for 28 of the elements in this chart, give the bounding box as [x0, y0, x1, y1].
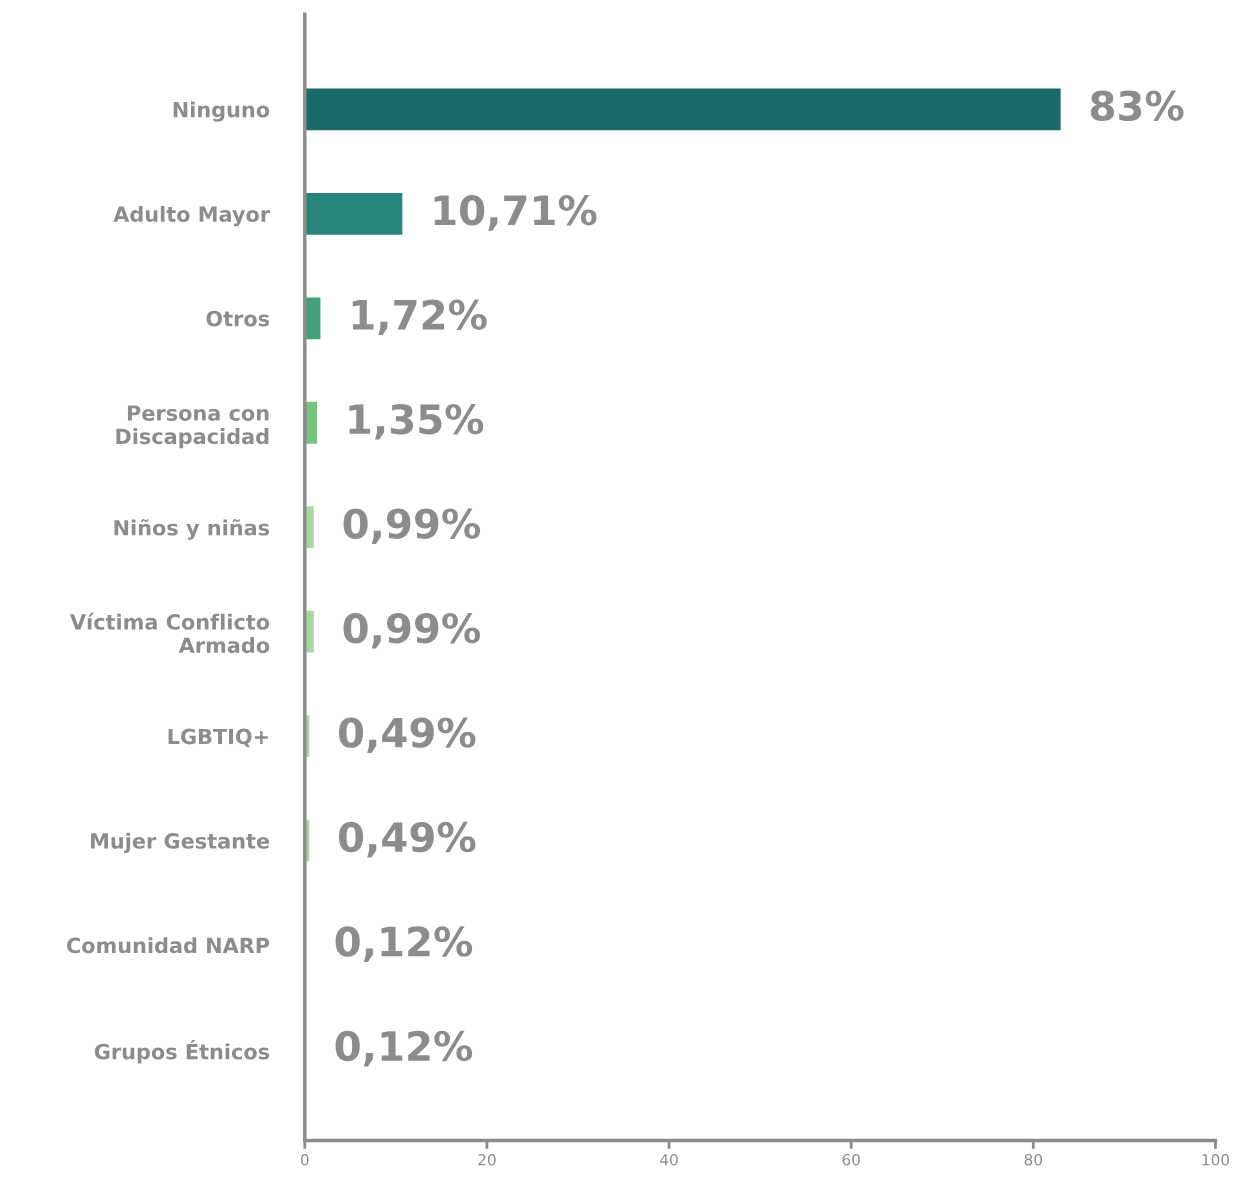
bar	[304, 88, 1061, 131]
y-tick-label: Mujer Gestante	[91, 832, 270, 854]
y-tick-label: Persona con Discapacidad	[116, 405, 269, 449]
y-tick-label: Niños y niñas	[114, 519, 270, 540]
x-tick-label: 100	[1202, 1153, 1230, 1166]
bar	[304, 192, 403, 235]
data-label: 0,49%	[338, 821, 476, 858]
data-label: 1,35%	[349, 403, 484, 440]
x-tick-label: 60	[842, 1153, 860, 1166]
y-tick-label: Víctima Conflicto Armado	[70, 612, 270, 654]
data-label: 83%	[1090, 90, 1184, 122]
data-label: 10,71%	[434, 195, 597, 231]
y-tick-label: Ninguno	[173, 101, 270, 122]
x-tick-label: 40	[660, 1153, 678, 1166]
x-tick-label: 20	[478, 1153, 496, 1166]
data-label: 0,12%	[335, 926, 473, 962]
y-tick-label: LGBTIQ+	[168, 728, 268, 748]
x-tick-label: 0	[300, 1153, 309, 1166]
y-tick-label: Adulto Mayor	[113, 205, 271, 227]
data-label: 0,49%	[338, 717, 476, 753]
data-label: 0,99%	[343, 508, 481, 545]
data-label: 1,72%	[352, 299, 487, 336]
y-tick-label: Grupos Étnicos	[94, 1039, 270, 1064]
y-tick-label: Comunidad NARP	[66, 937, 270, 954]
data-label: 0,12%	[335, 1030, 473, 1067]
x-tick-label: 80	[1024, 1153, 1043, 1166]
data-label: 0,99%	[343, 612, 481, 649]
y-tick-label: Otros	[206, 310, 270, 327]
